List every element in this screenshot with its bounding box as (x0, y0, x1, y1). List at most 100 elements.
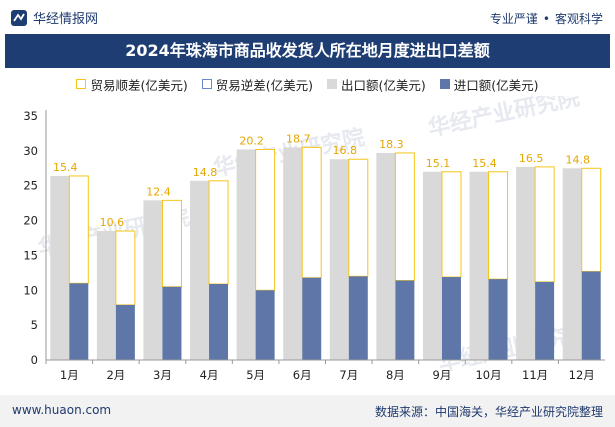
import-bar (255, 290, 275, 360)
surplus-bar (581, 167, 602, 272)
export-bar (469, 171, 489, 360)
surplus-bar (115, 230, 136, 306)
month-group: 16.8 (329, 144, 369, 360)
tagline-2: 客观科学 (554, 12, 603, 26)
surplus-bar (161, 199, 182, 288)
brand-name: 华经情报网 (33, 12, 99, 27)
y-tick-label: 35 (23, 109, 38, 123)
import-bar (488, 279, 508, 360)
month-group: 14.8 (190, 166, 229, 360)
month-group: 15.1 (422, 157, 462, 360)
surplus-bar (208, 180, 229, 285)
x-tick-label: 1月 (60, 368, 79, 382)
top-bar: 华经情报网 专业严谨 • 客观科学 (0, 0, 615, 34)
month-group: 20.2 (236, 134, 276, 360)
legend-swatch-surplus (76, 79, 87, 89)
bar-chart: 华经产业研究院华经产业研究院华经产业研究院华经产业研究院 05101520253… (23, 96, 605, 382)
surplus-bar (301, 146, 322, 279)
legend-label-deficit: 贸易逆差(亿美元) (215, 77, 313, 93)
export-bar (143, 200, 163, 360)
surplus-value-label: 15.1 (426, 157, 451, 170)
legend-label-surplus: 贸易顺差(亿美元) (90, 77, 188, 93)
surplus-value-label: 14.8 (193, 166, 218, 179)
surplus-bar (534, 166, 555, 283)
tagline-1: 专业严谨 (489, 12, 538, 26)
legend-swatch-deficit (201, 79, 212, 89)
export-bar (50, 175, 70, 360)
import-bar (348, 276, 368, 360)
x-tick-label: 9月 (433, 368, 452, 382)
import-bar (395, 280, 415, 360)
surplus-value-label: 15.4 (472, 157, 497, 170)
month-group: 16.5 (516, 152, 555, 360)
import-bar (115, 304, 135, 360)
watermark-text: 华经产业研究院 (426, 96, 582, 142)
tagline-separator: • (542, 12, 550, 26)
y-tick-label: 15 (23, 248, 38, 262)
y-axis: 0 5 10 15 20 25 30 35 (23, 109, 47, 367)
y-tick-label: 20 (23, 214, 38, 228)
x-tick-label: 7月 (339, 368, 358, 382)
tagline: 专业严谨 • 客观科学 (490, 10, 603, 27)
surplus-bar (441, 171, 462, 278)
legend-label-export: 出口额(亿美元) (341, 77, 426, 93)
month-group: 10.6 (96, 216, 136, 360)
export-bar (236, 149, 256, 360)
surplus-bar (394, 152, 415, 282)
import-bar (581, 271, 601, 360)
x-tick-label: 8月 (386, 368, 405, 382)
import-bar (209, 284, 229, 360)
import-bar (535, 281, 555, 360)
import-bar (302, 277, 322, 360)
export-bar (376, 152, 396, 360)
surplus-value-label: 20.2 (239, 134, 264, 147)
surplus-value-label: 12.4 (146, 185, 171, 198)
legend-item-deficit: 贸易逆差(亿美元) (201, 74, 313, 94)
y-tick-label: 25 (23, 179, 38, 193)
surplus-bar (488, 171, 509, 280)
export-bar (516, 166, 536, 360)
surplus-value-label: 16.5 (519, 152, 544, 165)
surplus-value-label: 15.4 (53, 161, 78, 174)
x-tick-label: 2月 (106, 368, 125, 382)
month-group: 18.3 (376, 138, 415, 360)
export-bar (562, 168, 582, 360)
brand: 华经情报网 (10, 8, 98, 27)
surplus-value-label: 14.8 (565, 153, 590, 166)
x-tick-label: 6月 (293, 368, 312, 382)
surplus-value-label: 10.6 (100, 216, 125, 229)
surplus-value-label: 18.7 (286, 132, 311, 145)
x-axis: 1月 2月 3月 4月 5月 6月 7月 8月 9月 10月 11月 12月 (45, 359, 605, 382)
website-link[interactable]: www.huaon.com (12, 403, 112, 417)
month-group: 18.7 (283, 132, 322, 360)
surplus-value-label: 18.3 (379, 138, 404, 151)
x-tick-label: 4月 (200, 368, 219, 382)
surplus-bar (255, 148, 276, 291)
export-bar (422, 171, 442, 360)
legend-item-import: 进口额(亿美元) (439, 74, 539, 94)
surplus-bar (348, 158, 369, 277)
export-bar (190, 180, 210, 360)
legend-swatch-import (439, 79, 450, 89)
y-tick-label: 10 (23, 283, 38, 297)
month-group: 14.8 (562, 153, 602, 360)
footer: www.huaon.com 数据来源：中国海关，华经产业研究院整理 (0, 395, 615, 427)
import-bar (69, 283, 89, 360)
x-tick-label: 5月 (246, 368, 265, 382)
y-tick-label: 5 (31, 318, 38, 332)
x-tick-label: 12月 (569, 368, 595, 382)
x-tick-label: 10月 (475, 368, 501, 382)
export-bar (96, 231, 116, 360)
data-source: 数据来源：中国海关，华经产业研究院整理 (374, 405, 603, 419)
import-bar (162, 286, 182, 360)
surplus-value-label: 16.8 (333, 144, 358, 157)
legend-swatch-export (327, 79, 337, 89)
y-tick-label: 0 (31, 353, 38, 367)
chart-legend: 贸易顺差(亿美元) 贸易逆差(亿美元) 出口额(亿美元) 进口额(亿美元) (0, 74, 615, 94)
y-tick-label: 30 (23, 144, 38, 158)
month-group: 15.4 (469, 157, 509, 360)
legend-item-surplus: 贸易顺差(亿美元) (76, 74, 188, 94)
month-group: 15.4 (50, 161, 89, 360)
huajing-logo-icon (11, 9, 27, 26)
bars: 15.4 10.6 12.4 14.8 20.2 18.7 16.8 18.3 15.1 15.4… (50, 132, 602, 360)
